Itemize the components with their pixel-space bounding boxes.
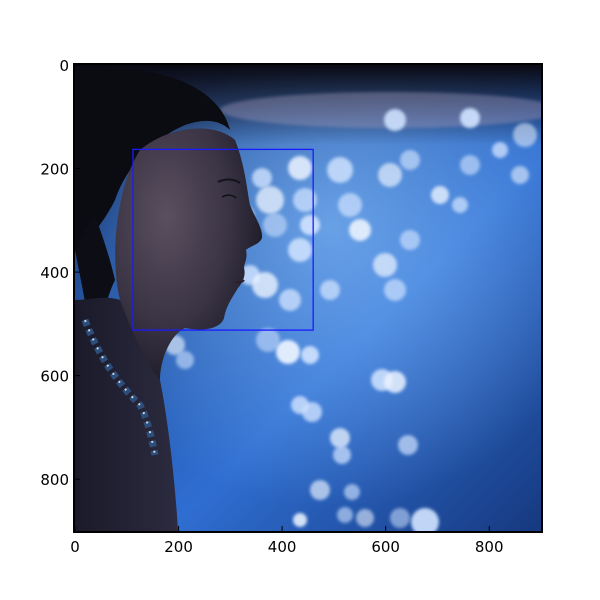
x-tick-label: 200 xyxy=(164,538,193,556)
lips xyxy=(235,279,245,284)
bokeh-spot xyxy=(302,402,322,422)
bokeh-spot xyxy=(293,513,307,527)
woman-figure xyxy=(75,68,263,531)
bokeh-spot xyxy=(492,142,508,158)
neck-shoulder xyxy=(75,297,178,531)
hair-lower xyxy=(75,215,115,360)
bokeh-spot xyxy=(513,123,537,147)
y-axis: 0 200 400 600 800 xyxy=(40,57,80,489)
bokeh-spot xyxy=(452,197,468,213)
bokeh-spot xyxy=(330,428,350,448)
bokeh-spot xyxy=(411,508,439,531)
bokeh-spot xyxy=(279,289,301,311)
bokeh-spot xyxy=(384,371,406,393)
x-tick-label: 0 xyxy=(70,538,80,556)
bokeh-spot xyxy=(276,340,300,364)
bokeh-spot xyxy=(337,507,353,523)
bokeh-spot xyxy=(390,508,410,528)
bokeh-spot xyxy=(373,253,397,277)
bokeh-spot xyxy=(252,168,272,188)
bokeh-spot xyxy=(263,213,287,237)
y-tick-label: 800 xyxy=(40,471,69,489)
bokeh-spot xyxy=(252,272,278,298)
bokeh-spot xyxy=(300,215,320,235)
bokeh-spot xyxy=(320,280,340,300)
x-tick-label: 600 xyxy=(371,538,400,556)
bokeh-spot xyxy=(256,328,280,352)
bokeh-spot xyxy=(349,219,371,241)
bokeh-spot xyxy=(356,509,374,527)
x-axis: 0 200 400 600 800 xyxy=(70,526,504,556)
bokeh-spot xyxy=(293,188,317,212)
bokeh-spot xyxy=(400,150,420,170)
x-tick-label: 400 xyxy=(268,538,297,556)
y-tick-label: 600 xyxy=(40,368,69,386)
hair xyxy=(75,68,230,250)
annotation-box xyxy=(132,148,314,331)
y-tick-label: 400 xyxy=(40,264,69,282)
bokeh-spot xyxy=(460,108,480,128)
bokeh-spot xyxy=(327,157,353,183)
bokeh-spot xyxy=(398,435,418,455)
face xyxy=(115,128,263,380)
bokeh-spot xyxy=(400,230,420,250)
bokeh-spot xyxy=(431,186,449,204)
y-tick-label: 0 xyxy=(59,57,69,75)
bokeh-spot xyxy=(344,484,360,500)
bokeh-spot xyxy=(338,193,362,217)
bokeh-spot xyxy=(288,156,312,180)
photo xyxy=(75,65,541,531)
bokeh-spot xyxy=(256,186,284,214)
eyebrow xyxy=(217,178,241,184)
bokeh-spot xyxy=(310,480,330,500)
bokeh-spot xyxy=(288,238,312,262)
y-tick-label: 200 xyxy=(40,161,69,179)
bokeh-spot xyxy=(511,166,529,184)
bokeh-spot xyxy=(301,346,319,364)
bokeh-spot xyxy=(378,163,402,187)
x-tick-label: 800 xyxy=(475,538,504,556)
swimsuit-strap-pattern xyxy=(84,319,156,456)
bokeh-spot xyxy=(384,279,406,301)
bokeh-spot xyxy=(333,446,351,464)
bokeh-highlights xyxy=(165,108,537,531)
bokeh-spot xyxy=(384,109,406,131)
bokeh-spot xyxy=(460,155,480,175)
bokeh-spot xyxy=(176,351,194,369)
eye xyxy=(221,194,237,199)
